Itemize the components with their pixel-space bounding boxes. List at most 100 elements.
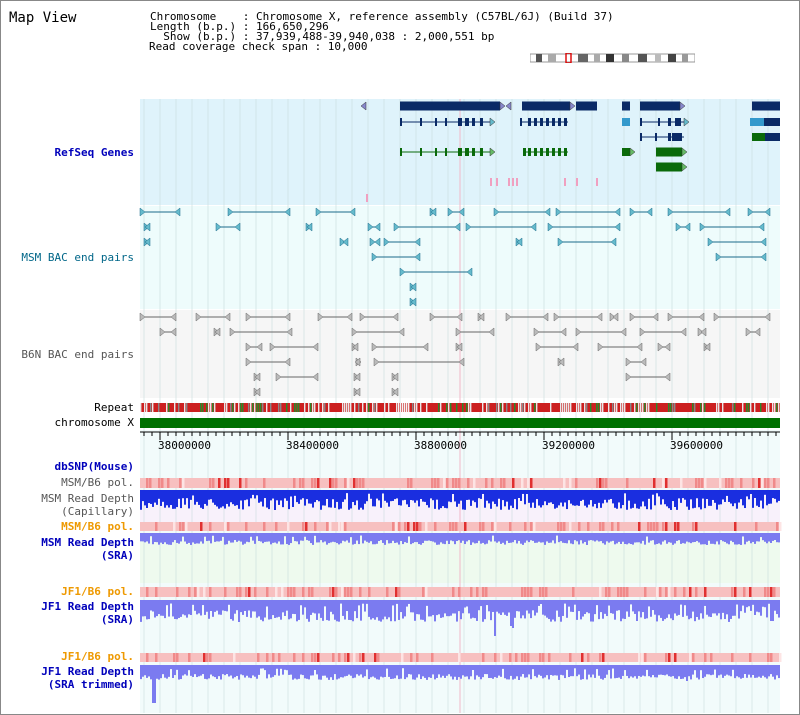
depth-bar [776,533,778,543]
depth-bar [408,533,410,537]
depth-bar [596,665,598,670]
chromosome-ideogram[interactable] [530,53,695,63]
depth-bar [154,600,156,618]
depth-bar [770,533,772,543]
depth-bar [482,490,484,494]
repeat-element [596,403,598,412]
polymorphism-mark [344,653,347,662]
bac-end-marker [227,207,234,217]
depth-bar [238,533,240,541]
depth-bar [172,533,174,543]
repeat-element [238,403,240,412]
depth-bar [166,490,168,506]
depth-bar [192,665,194,677]
polymorphism-mark [248,587,251,597]
depth-bar [588,533,590,541]
polymorphism-mark [335,587,338,597]
depth-bar [460,533,462,543]
depth-bar [698,600,700,620]
depth-bar [186,665,188,676]
repeat-element [328,403,330,412]
depth-bar [210,490,212,500]
depth-bar [282,665,284,675]
depth-bar [260,665,262,669]
gene-exon [400,118,402,126]
bac-end-marker [339,237,346,247]
polymorphism-mark [542,653,545,662]
depth-bar [288,665,290,675]
bac-end-marker [354,372,361,382]
depth-bar [248,600,250,611]
depth-bar [370,665,372,678]
polymorphism-mark [527,478,530,488]
repeat-element [742,403,744,412]
depth-bar [600,490,602,508]
depth-bar [686,533,688,542]
polymorphism-mark [398,587,401,597]
depth-bar [302,600,304,615]
depth-bar [154,490,156,503]
depth-bar [422,490,424,502]
repeat-element [344,403,346,412]
depth-bar [702,490,704,499]
bac-end-marker [284,357,291,367]
depth-bar [184,665,186,675]
polymorphism-mark [458,587,461,597]
track-label-b6n-bac[interactable]: B6N BAC end pairs [21,348,134,361]
bac-end-marker [312,342,319,352]
depth-bar [208,665,210,679]
depth-bar [554,533,556,544]
polymorphism-mark [617,587,620,597]
depth-bar [366,600,368,604]
depth-bar [638,665,640,676]
bac-end-marker [758,222,765,232]
depth-bar [166,665,168,679]
depth-bar [296,533,298,542]
depth-bar [222,533,224,537]
depth-bar [352,600,354,622]
depth-bar [504,533,506,545]
polymorphism-mark [626,587,629,597]
track-label-refseq-genes[interactable]: RefSeq Genes [54,146,134,159]
depth-bar [152,533,154,545]
polymorphism-mark [500,478,503,488]
depth-bar [772,665,774,677]
depth-bar [524,533,526,543]
depth-bar [678,533,680,541]
depth-bar [362,490,364,510]
depth-bar [766,600,768,618]
depth-bar [722,490,724,500]
track-label-msm-bac[interactable]: MSM BAC end pairs [21,251,134,264]
depth-bar [668,490,670,509]
polymorphism-mark [473,478,476,488]
depth-bar [190,533,192,545]
depth-bar [516,665,518,677]
repeat-element [398,403,400,412]
depth-bar [614,533,616,545]
depth-bar [384,533,386,545]
polymorphism-mark [176,653,179,662]
polymorphism-mark [287,587,290,597]
repeat-element [266,403,268,412]
bac-end-marker [410,297,417,307]
depth-bar [292,533,294,537]
depth-bar [752,600,754,605]
depth-bar [288,490,290,510]
depth-bar [512,490,514,508]
depth-bar [158,665,160,680]
depth-bar [370,490,372,499]
repeat-element [396,403,398,412]
track-label-dbsnp[interactable]: dbSNP(Mouse) [54,460,134,473]
depth-bar [562,665,564,676]
depth-bar [178,665,180,680]
depth-bar [488,533,490,541]
depth-bar [608,490,610,500]
polymorphism-mark [188,653,191,662]
depth-bar [242,533,244,545]
depth-bar [656,665,658,678]
polymorphism-mark [602,653,605,662]
depth-bar [600,665,602,679]
repeat-element [704,403,706,412]
repeat-element [600,403,602,412]
